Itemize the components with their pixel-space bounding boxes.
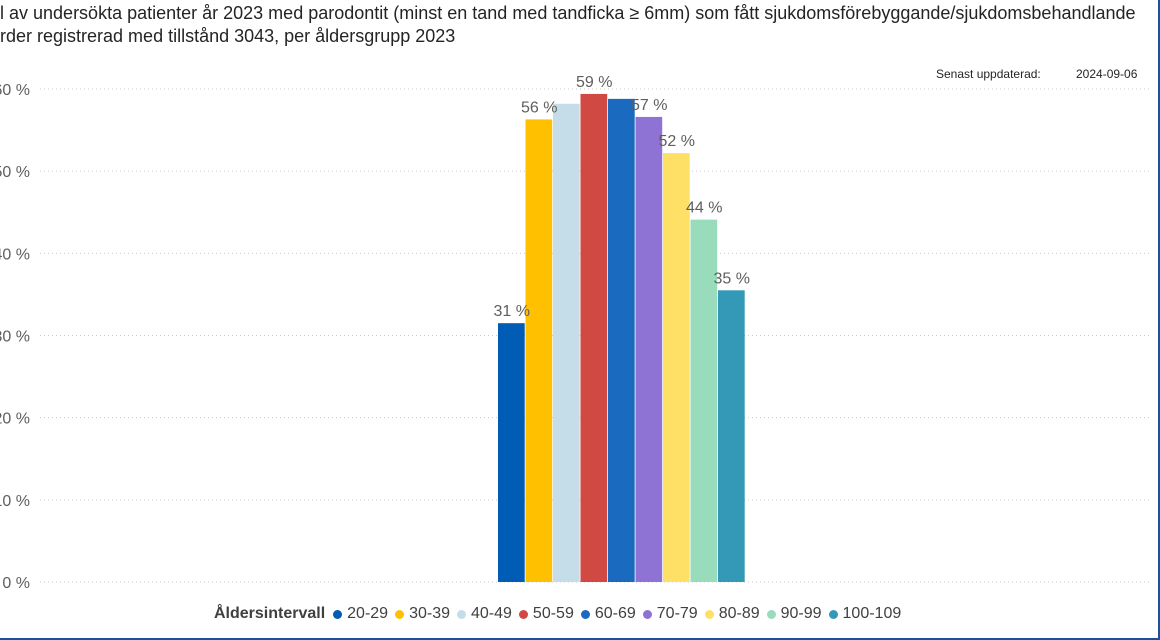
last-updated: Senast uppdaterad: 2024-09-06 bbox=[936, 67, 1137, 81]
legend-dot-icon bbox=[395, 609, 405, 619]
chart-title: el av undersökta patienter år 2023 med p… bbox=[0, 2, 1160, 48]
bar-50-59[interactable] bbox=[580, 93, 608, 583]
legend: Åldersintervall 20-29 30-39 40-49 50-59 60-6… bbox=[214, 603, 908, 625]
legend-item-60-69[interactable]: 60-69 bbox=[580, 605, 636, 623]
data-labels: 31 % 56 % 59 % 57 % 52 % 44 % 35 % bbox=[494, 74, 750, 320]
legend-dot-icon bbox=[580, 609, 590, 619]
data-label-50-59: 59 % bbox=[576, 74, 612, 91]
legend-item-100-109[interactable]: 100-109 bbox=[828, 605, 902, 623]
legend-item-label: 60-69 bbox=[594, 605, 636, 622]
data-label-70-79: 57 % bbox=[631, 97, 667, 114]
last-updated-date: 2024-09-06 bbox=[1076, 67, 1138, 81]
chart-title-line-1: el av undersökta patienter år 2023 med p… bbox=[0, 3, 1136, 23]
legend-item-40-49[interactable]: 40-49 bbox=[457, 605, 512, 623]
y-axis: 0 % 10 % 20 % 30 % 40 % 50 % 60 % bbox=[0, 82, 30, 592]
gridlines bbox=[40, 88, 1150, 583]
legend-item-90-99[interactable]: 90-99 bbox=[766, 605, 822, 623]
legend-dot-icon bbox=[642, 609, 652, 619]
legend-item-70-79[interactable]: 70-79 bbox=[642, 605, 698, 623]
data-label-20-29: 31 % bbox=[494, 303, 530, 320]
bar-80-89[interactable] bbox=[663, 153, 690, 582]
legend-item-80-89[interactable]: 80-89 bbox=[704, 605, 760, 623]
legend-item-label: 100-109 bbox=[842, 605, 902, 622]
legend-item-30-39[interactable]: 30-39 bbox=[395, 605, 450, 623]
data-label-100-109: 35 % bbox=[714, 270, 750, 287]
legend-item-label: 70-79 bbox=[656, 605, 698, 622]
legend-item-label: 30-39 bbox=[409, 605, 450, 622]
legend-item-20-29[interactable]: 20-29 bbox=[333, 605, 388, 623]
data-label-90-99: 44 % bbox=[686, 200, 722, 217]
bar-70-79[interactable] bbox=[635, 116, 663, 582]
y-tick-label: 20 % bbox=[0, 411, 30, 428]
legend-title: Åldersintervall bbox=[214, 605, 326, 622]
legend-item-label: 20-29 bbox=[347, 605, 389, 622]
data-label-80-89: 52 % bbox=[659, 133, 695, 150]
bars bbox=[498, 93, 745, 583]
y-tick-label: 30 % bbox=[0, 329, 30, 346]
bar-30-39[interactable] bbox=[525, 119, 553, 582]
last-updated-label: Senast uppdaterad: bbox=[936, 67, 1041, 81]
legend-dot-icon bbox=[828, 609, 838, 619]
legend-item-label: 50-59 bbox=[532, 605, 574, 622]
y-tick-label: 50 % bbox=[0, 164, 30, 181]
bar-20-29[interactable] bbox=[498, 323, 525, 582]
data-label-30-39: 56 % bbox=[521, 99, 557, 116]
legend-item-label: 80-89 bbox=[718, 605, 760, 622]
legend-dot-icon bbox=[333, 609, 343, 619]
y-tick-label: 0 % bbox=[2, 575, 30, 592]
legend-item-label: 40-49 bbox=[471, 605, 512, 622]
legend-dot-icon bbox=[457, 609, 466, 619]
legend-item-50-59[interactable]: 50-59 bbox=[518, 605, 574, 623]
bar-60-69[interactable] bbox=[608, 98, 635, 583]
legend-dot-icon bbox=[766, 609, 776, 619]
legend-dot-icon bbox=[518, 609, 528, 619]
chart-title-line-2: ärder registrerad med tillstånd 3043, pe… bbox=[0, 26, 456, 46]
legend-dot-icon bbox=[704, 609, 714, 619]
y-tick-label: 40 % bbox=[0, 246, 30, 263]
legend-item-label: 90-99 bbox=[780, 605, 822, 622]
y-tick-label: 10 % bbox=[0, 493, 30, 510]
bar-100-109[interactable] bbox=[718, 290, 745, 582]
bar-90-99[interactable] bbox=[690, 219, 718, 582]
bar-40-49[interactable] bbox=[553, 103, 580, 582]
y-tick-label: 60 % bbox=[0, 82, 30, 99]
